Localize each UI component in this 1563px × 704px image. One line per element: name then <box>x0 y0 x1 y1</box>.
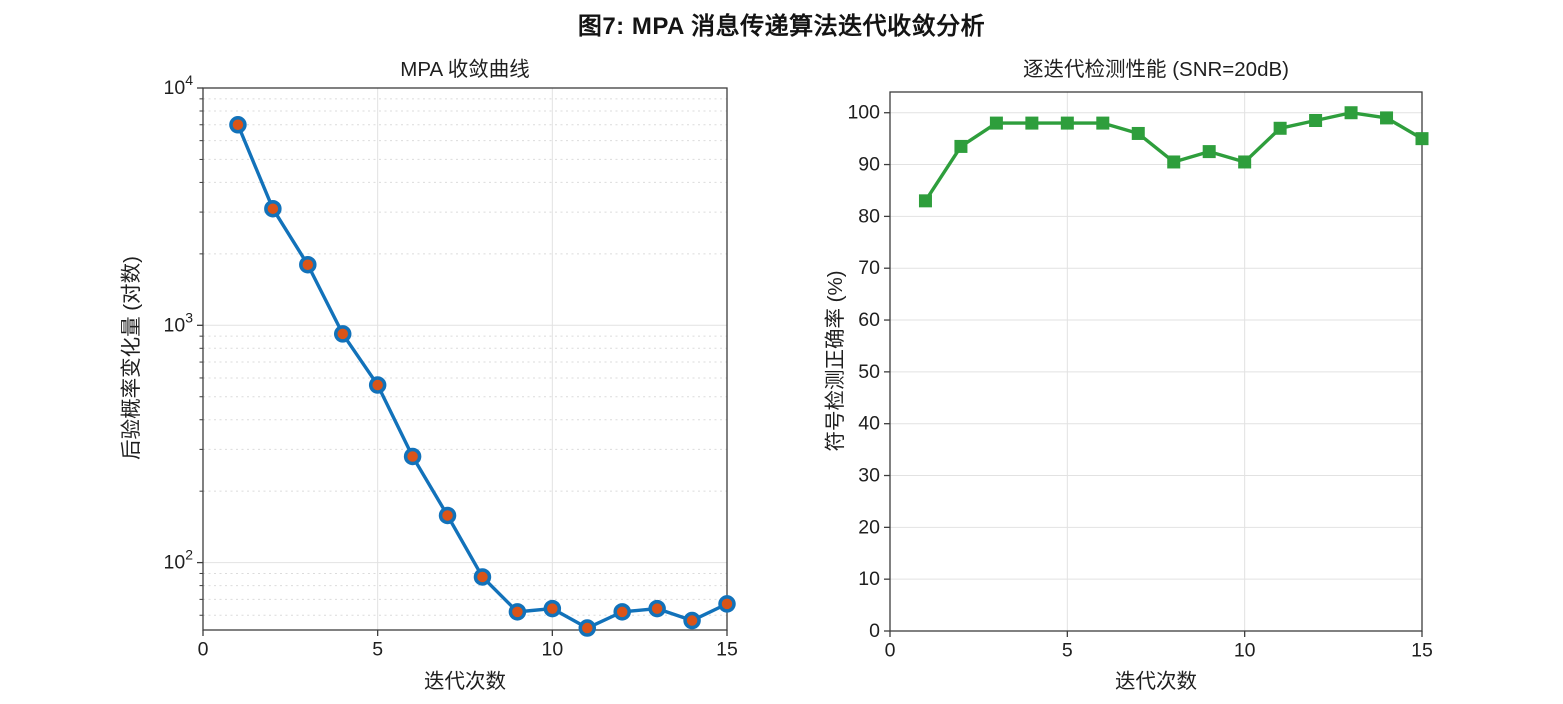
data-point-marker <box>368 376 387 394</box>
y-tick-label: 102 <box>164 547 194 574</box>
y-tick-label: 40 <box>858 413 880 435</box>
data-point-marker <box>508 603 527 621</box>
y-tick-label: 104 <box>164 72 194 99</box>
x-tick-label: 0 <box>885 640 896 662</box>
data-point-marker <box>333 325 352 343</box>
data-point-marker <box>1096 116 1110 130</box>
left-chart-title: MPA 收敛曲线 <box>400 58 530 81</box>
y-tick-label: 103 <box>164 309 194 336</box>
x-tick-label: 5 <box>1062 640 1073 662</box>
series-line <box>236 123 729 630</box>
series-layer <box>229 116 736 637</box>
left-chart-xlabel: 迭代次数 <box>424 670 506 693</box>
data-point-marker <box>1415 132 1429 146</box>
y-tick-label: 70 <box>858 257 880 279</box>
y-tick-label: 60 <box>858 309 880 331</box>
right-chart-xlabel: 迭代次数 <box>1115 670 1197 693</box>
data-point-marker <box>1060 116 1074 130</box>
grid-layer <box>890 92 1422 631</box>
data-point-marker <box>1025 116 1039 130</box>
x-tick-label: 10 <box>1234 640 1256 662</box>
y-tick-label: 30 <box>858 465 880 487</box>
data-point-marker <box>578 619 597 637</box>
y-tick-label: 90 <box>858 154 880 176</box>
y-tick-label: 50 <box>858 361 880 383</box>
data-point-marker <box>918 194 932 208</box>
data-point-marker <box>1309 114 1323 128</box>
y-tick-label: 10 <box>858 568 880 590</box>
data-point-marker <box>438 506 457 525</box>
data-point-marker <box>229 116 247 134</box>
data-point-marker <box>648 599 666 618</box>
x-tick-label: 10 <box>541 639 563 661</box>
data-point-marker <box>543 599 562 618</box>
data-point-marker <box>683 611 701 630</box>
data-point-marker <box>989 116 1003 130</box>
y-tick-label: 80 <box>858 205 880 227</box>
data-point-marker <box>1273 121 1287 135</box>
y-tick-label: 100 <box>847 102 880 124</box>
data-point-marker <box>954 139 968 153</box>
data-point-marker <box>264 199 282 218</box>
data-point-marker <box>1344 106 1358 120</box>
right-chart-title: 逐迭代检测性能 (SNR=20dB) <box>1023 58 1289 81</box>
data-point-marker <box>1131 126 1145 140</box>
axis-layer: 0 5 10 15 0 10 20 30 40 50 60 70 80 90 100 <box>847 91 1433 662</box>
x-tick-label: 15 <box>1411 640 1433 662</box>
y-tick-label: 0 <box>869 620 880 642</box>
per-iteration-accuracy-plot: 0 5 10 15 0 10 20 30 40 50 60 70 80 90 100 <box>847 91 1433 662</box>
data-point-marker <box>473 568 492 586</box>
data-point-marker <box>1202 145 1216 159</box>
x-tick-label: 5 <box>372 639 383 661</box>
mpa-convergence-plot: 0 5 10 15 102 103 104 <box>164 72 738 661</box>
axis-layer: 0 5 10 15 102 103 104 <box>164 72 738 661</box>
series-layer <box>918 106 1429 208</box>
x-tick-label: 0 <box>198 639 209 661</box>
data-point-marker <box>1238 155 1252 169</box>
figure-title: 图7: MPA 消息传递算法迭代收敛分析 <box>577 13 986 40</box>
data-point-marker <box>1380 111 1394 125</box>
data-point-marker <box>299 255 317 274</box>
data-point-marker <box>1167 155 1181 169</box>
data-point-marker <box>718 595 736 613</box>
grid-layer <box>203 88 727 630</box>
data-point-marker <box>403 447 422 466</box>
y-tick-label: 20 <box>858 516 880 538</box>
x-tick-label: 15 <box>716 639 738 661</box>
data-point-marker <box>613 603 631 621</box>
